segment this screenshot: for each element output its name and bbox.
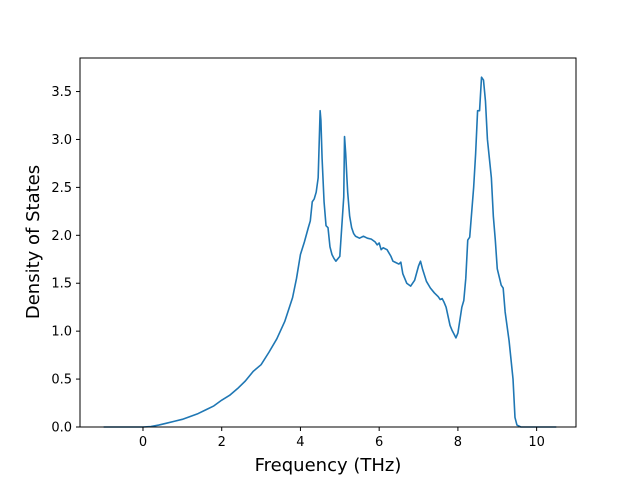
y-tick-label: 1.0 xyxy=(51,325,72,340)
x-tick-label: 0 xyxy=(139,435,147,450)
x-axis-label: Frequency (THz) xyxy=(255,455,402,476)
series-layer xyxy=(103,76,557,428)
x-tick-label: 4 xyxy=(296,435,304,450)
series-line-0 xyxy=(103,76,557,428)
y-tick-label: 0.0 xyxy=(51,421,72,436)
x-tick-label: 8 xyxy=(454,435,462,450)
y-tick-label: 3.5 xyxy=(51,85,72,100)
y-tick-label: 2.0 xyxy=(51,229,72,244)
x-tick-label: 2 xyxy=(218,435,226,450)
y-axis-label: Density of States xyxy=(23,165,44,319)
x-tick-label: 10 xyxy=(528,435,545,450)
y-tick-label: 3.0 xyxy=(51,133,72,148)
plot-area xyxy=(80,58,576,427)
y-tick-label: 0.5 xyxy=(51,373,72,388)
y-tick-label: 1.5 xyxy=(51,277,72,292)
y-tick-label: 2.5 xyxy=(51,181,72,196)
tick-layer: 0 2 4 6 8 10 0.0 0.5 1.0 1.5 2.0 2.5 3.0 3.5 xyxy=(51,85,545,450)
axes-frame xyxy=(79,57,577,428)
x-tick-label: 6 xyxy=(375,435,383,450)
